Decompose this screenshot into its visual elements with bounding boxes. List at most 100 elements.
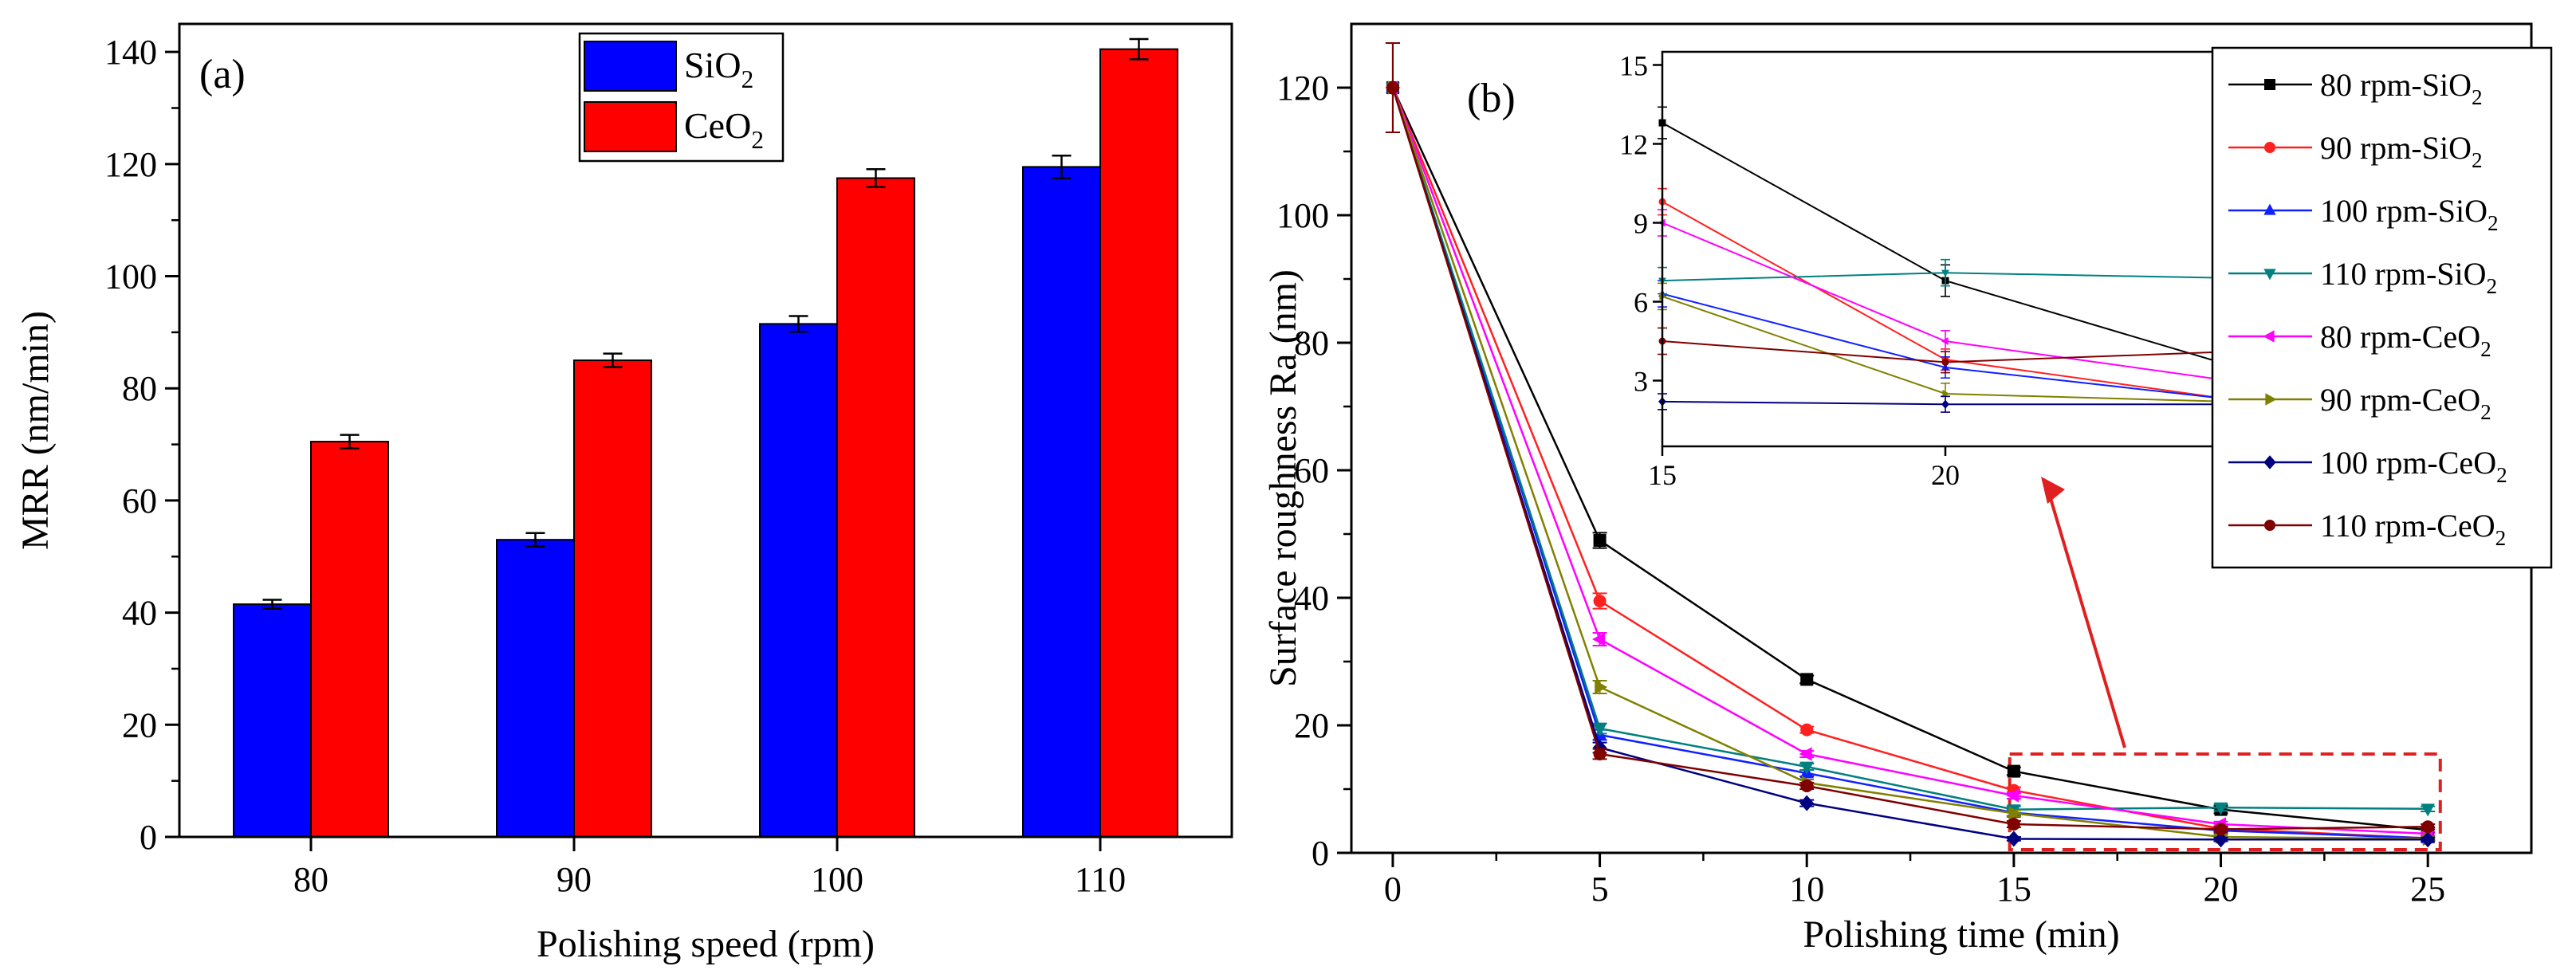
panel-a-legend-swatch (584, 41, 677, 92)
series-line (1391, 87, 2429, 811)
series-line (1391, 87, 2429, 841)
data-point (2007, 818, 2020, 831)
zoom-arrow-head (2041, 477, 2065, 504)
data-point (1595, 680, 1608, 694)
panel-b-legend-label: 90 rpm-SiO2 (2320, 130, 2483, 172)
panel-b-y-tick-label: 40 (1294, 579, 1329, 618)
inset-y-tick-label: 3 (1634, 366, 1648, 398)
inset-x-tick-label: 15 (1648, 459, 1677, 491)
panel-a-y-tick-label: 80 (122, 369, 157, 408)
inset-y-tick-label: 6 (1634, 287, 1648, 319)
panel-b-legend-marker (2265, 393, 2277, 406)
panel-b-y-tick-label: 100 (1276, 196, 1329, 235)
data-point (2008, 806, 2022, 821)
panel-a-y-axis-title: MRR (nm/min) (14, 311, 57, 550)
panel-a-x-tick-label: 80 (293, 860, 328, 899)
panel-b-legend: 80 rpm-SiO2 90 rpm-SiO2 100 rpm-SiO2 110 rp… (2211, 46, 2553, 569)
panel-b-y-tick-label: 80 (1294, 324, 1329, 363)
panel-a-x-tick-label: 100 (811, 860, 863, 899)
inset-data-point (1941, 399, 1949, 409)
panel-a-y-tick-label: 140 (104, 33, 157, 72)
data-point (1800, 673, 1814, 686)
series-line (1391, 87, 2429, 839)
panel-b-inset: 3691215152025 (1619, 50, 2243, 492)
data-point (2007, 831, 2021, 847)
inset-data-point (1941, 358, 1949, 366)
bar-ceo-110 (1099, 48, 1178, 839)
panel-b-x-tick-label: 15 (1996, 870, 2031, 909)
data-point (1799, 761, 1815, 775)
panel-b-legend-marker (2263, 203, 2276, 215)
data-point (1592, 723, 1607, 736)
bar-ceo-80 (310, 441, 389, 838)
panel-a-legend-label: CeO2 (684, 105, 764, 154)
panel-b-line-chart: 0 20 40 60 80 100 120 0 5 10 15 20 25 (b) Polishing… (1262, 22, 2553, 956)
panel-b-x-tick-label: 10 (1789, 870, 1824, 909)
panel-a-plot-frame (178, 22, 1233, 839)
error-bar-ceo-90 (603, 352, 623, 368)
inset-x-tick-label: 20 (1931, 459, 1960, 491)
inset-data-point (1942, 390, 1950, 398)
panel-b-y-tick-label: 20 (1294, 706, 1329, 745)
error-bar-sio-90 (525, 532, 545, 548)
panel-a-x-tick-label: 90 (556, 860, 592, 899)
panel-b-x-tick-label: 20 (2204, 870, 2239, 909)
data-point (1593, 595, 1607, 607)
panel-b-x-tick-label: 25 (2410, 870, 2445, 909)
bar-ceo-90 (573, 359, 652, 838)
panel-a-y-tick-label: 20 (122, 705, 157, 744)
panel-a-x-tick-label: 110 (1075, 860, 1126, 899)
data-point (1386, 81, 1399, 94)
zoom-region-box (2008, 752, 2442, 851)
data-point (2007, 764, 2020, 778)
inset-y-tick-label: 9 (1634, 208, 1648, 240)
panel-a-x-axis-title: Polishing speed (rpm) (537, 923, 875, 965)
data-point (2421, 820, 2435, 834)
panel-b-legend-label: 100 rpm-CeO2 (2320, 445, 2507, 487)
panel-a-legend-label: SiO2 (684, 45, 753, 93)
panel-a-y-tick-label: 100 (104, 257, 157, 297)
panel-b-legend-marker (2263, 269, 2276, 281)
bar-sio-110 (1022, 166, 1101, 838)
panel-b-x-tick-label: 0 (1384, 870, 1402, 909)
data-point (1593, 534, 1607, 547)
panel-a-label: (a) (199, 52, 246, 97)
panel-b-y-axis-title: Surface roughness Ra (nm) (1262, 269, 1304, 687)
data-point (1800, 780, 1814, 792)
panel-b-legend-label: 100 rpm-SiO2 (2320, 193, 2499, 235)
data-point (1799, 795, 1815, 811)
panel-a-y-tick-label: 60 (122, 481, 157, 520)
panel-b-legend-label: 110 rpm-SiO2 (2320, 256, 2497, 298)
panel-b-x-axis-title: Polishing time (min) (1803, 913, 2119, 956)
data-point (2213, 802, 2228, 815)
series-line (1391, 87, 2429, 835)
series-line (1391, 87, 2429, 831)
error-bar-sio-110 (1052, 155, 1072, 179)
error-bar-sio-100 (789, 315, 808, 333)
panel-b-legend-label: 90 rpm-CeO2 (2320, 382, 2491, 424)
series-line (1391, 87, 2429, 831)
series-line (1391, 87, 2429, 840)
panel-b-label: (b) (1467, 76, 1516, 121)
series-110-rpm-ceo2 (1385, 42, 2436, 836)
data-point (1593, 748, 1607, 760)
panel-b-legend-marker (2264, 520, 2275, 531)
data-point (1799, 747, 1812, 761)
data-point (1591, 632, 1605, 646)
panel-b-legend-marker (2264, 79, 2275, 90)
panel-a-legend-swatch (584, 101, 677, 152)
data-point (2213, 831, 2228, 848)
inset-y-tick-label: 15 (1619, 50, 1648, 82)
bar-sio-100 (759, 323, 838, 838)
error-bar-sio-80 (262, 599, 282, 610)
error-bar-ceo-100 (866, 167, 886, 188)
series-line (1391, 87, 2429, 839)
panel-b-y-tick-label: 120 (1276, 69, 1329, 108)
panel-b-legend-label: 110 rpm-CeO2 (2320, 508, 2506, 550)
inset-data-point (1941, 269, 1949, 277)
panel-b-y-tick-label: 0 (1312, 834, 1329, 873)
data-point (2421, 803, 2435, 817)
error-bar-ceo-80 (340, 434, 360, 450)
zoom-arrow (2041, 477, 2126, 748)
